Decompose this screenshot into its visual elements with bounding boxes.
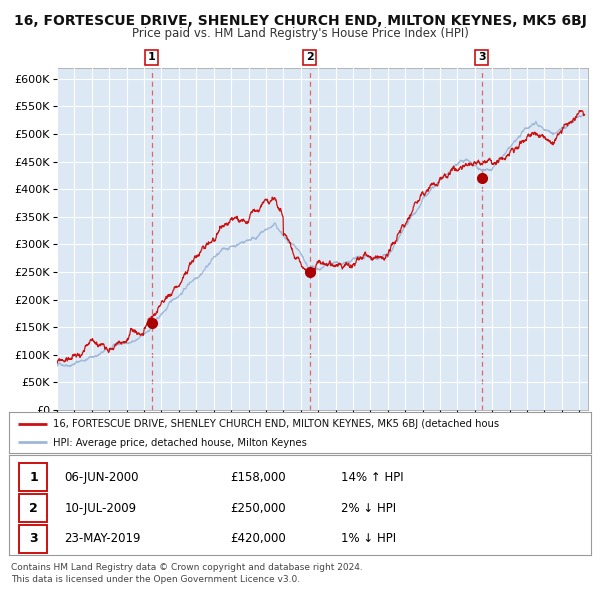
Text: 3: 3	[29, 532, 38, 545]
Text: 06-JUN-2000: 06-JUN-2000	[64, 471, 139, 484]
Text: 1: 1	[29, 471, 38, 484]
Text: HPI: Average price, detached house, Milton Keynes: HPI: Average price, detached house, Milt…	[53, 438, 307, 447]
Text: 2: 2	[306, 53, 314, 63]
Text: 3: 3	[478, 53, 485, 63]
Text: 2% ↓ HPI: 2% ↓ HPI	[341, 502, 396, 514]
Text: £158,000: £158,000	[230, 471, 286, 484]
Text: 16, FORTESCUE DRIVE, SHENLEY CHURCH END, MILTON KEYNES, MK5 6BJ (detached hous: 16, FORTESCUE DRIVE, SHENLEY CHURCH END,…	[53, 419, 499, 429]
Text: 1: 1	[148, 53, 155, 63]
Text: 16, FORTESCUE DRIVE, SHENLEY CHURCH END, MILTON KEYNES, MK5 6BJ: 16, FORTESCUE DRIVE, SHENLEY CHURCH END,…	[14, 14, 586, 28]
Text: 23-MAY-2019: 23-MAY-2019	[64, 532, 141, 545]
Text: 10-JUL-2009: 10-JUL-2009	[64, 502, 136, 514]
Text: Price paid vs. HM Land Registry's House Price Index (HPI): Price paid vs. HM Land Registry's House …	[131, 27, 469, 40]
Text: Contains HM Land Registry data © Crown copyright and database right 2024.: Contains HM Land Registry data © Crown c…	[11, 563, 362, 572]
Text: 14% ↑ HPI: 14% ↑ HPI	[341, 471, 403, 484]
FancyBboxPatch shape	[19, 463, 47, 491]
FancyBboxPatch shape	[19, 525, 47, 553]
Text: This data is licensed under the Open Government Licence v3.0.: This data is licensed under the Open Gov…	[11, 575, 300, 584]
FancyBboxPatch shape	[19, 494, 47, 522]
Text: £250,000: £250,000	[230, 502, 286, 514]
Text: 1% ↓ HPI: 1% ↓ HPI	[341, 532, 396, 545]
Text: £420,000: £420,000	[230, 532, 286, 545]
Text: 2: 2	[29, 502, 38, 514]
